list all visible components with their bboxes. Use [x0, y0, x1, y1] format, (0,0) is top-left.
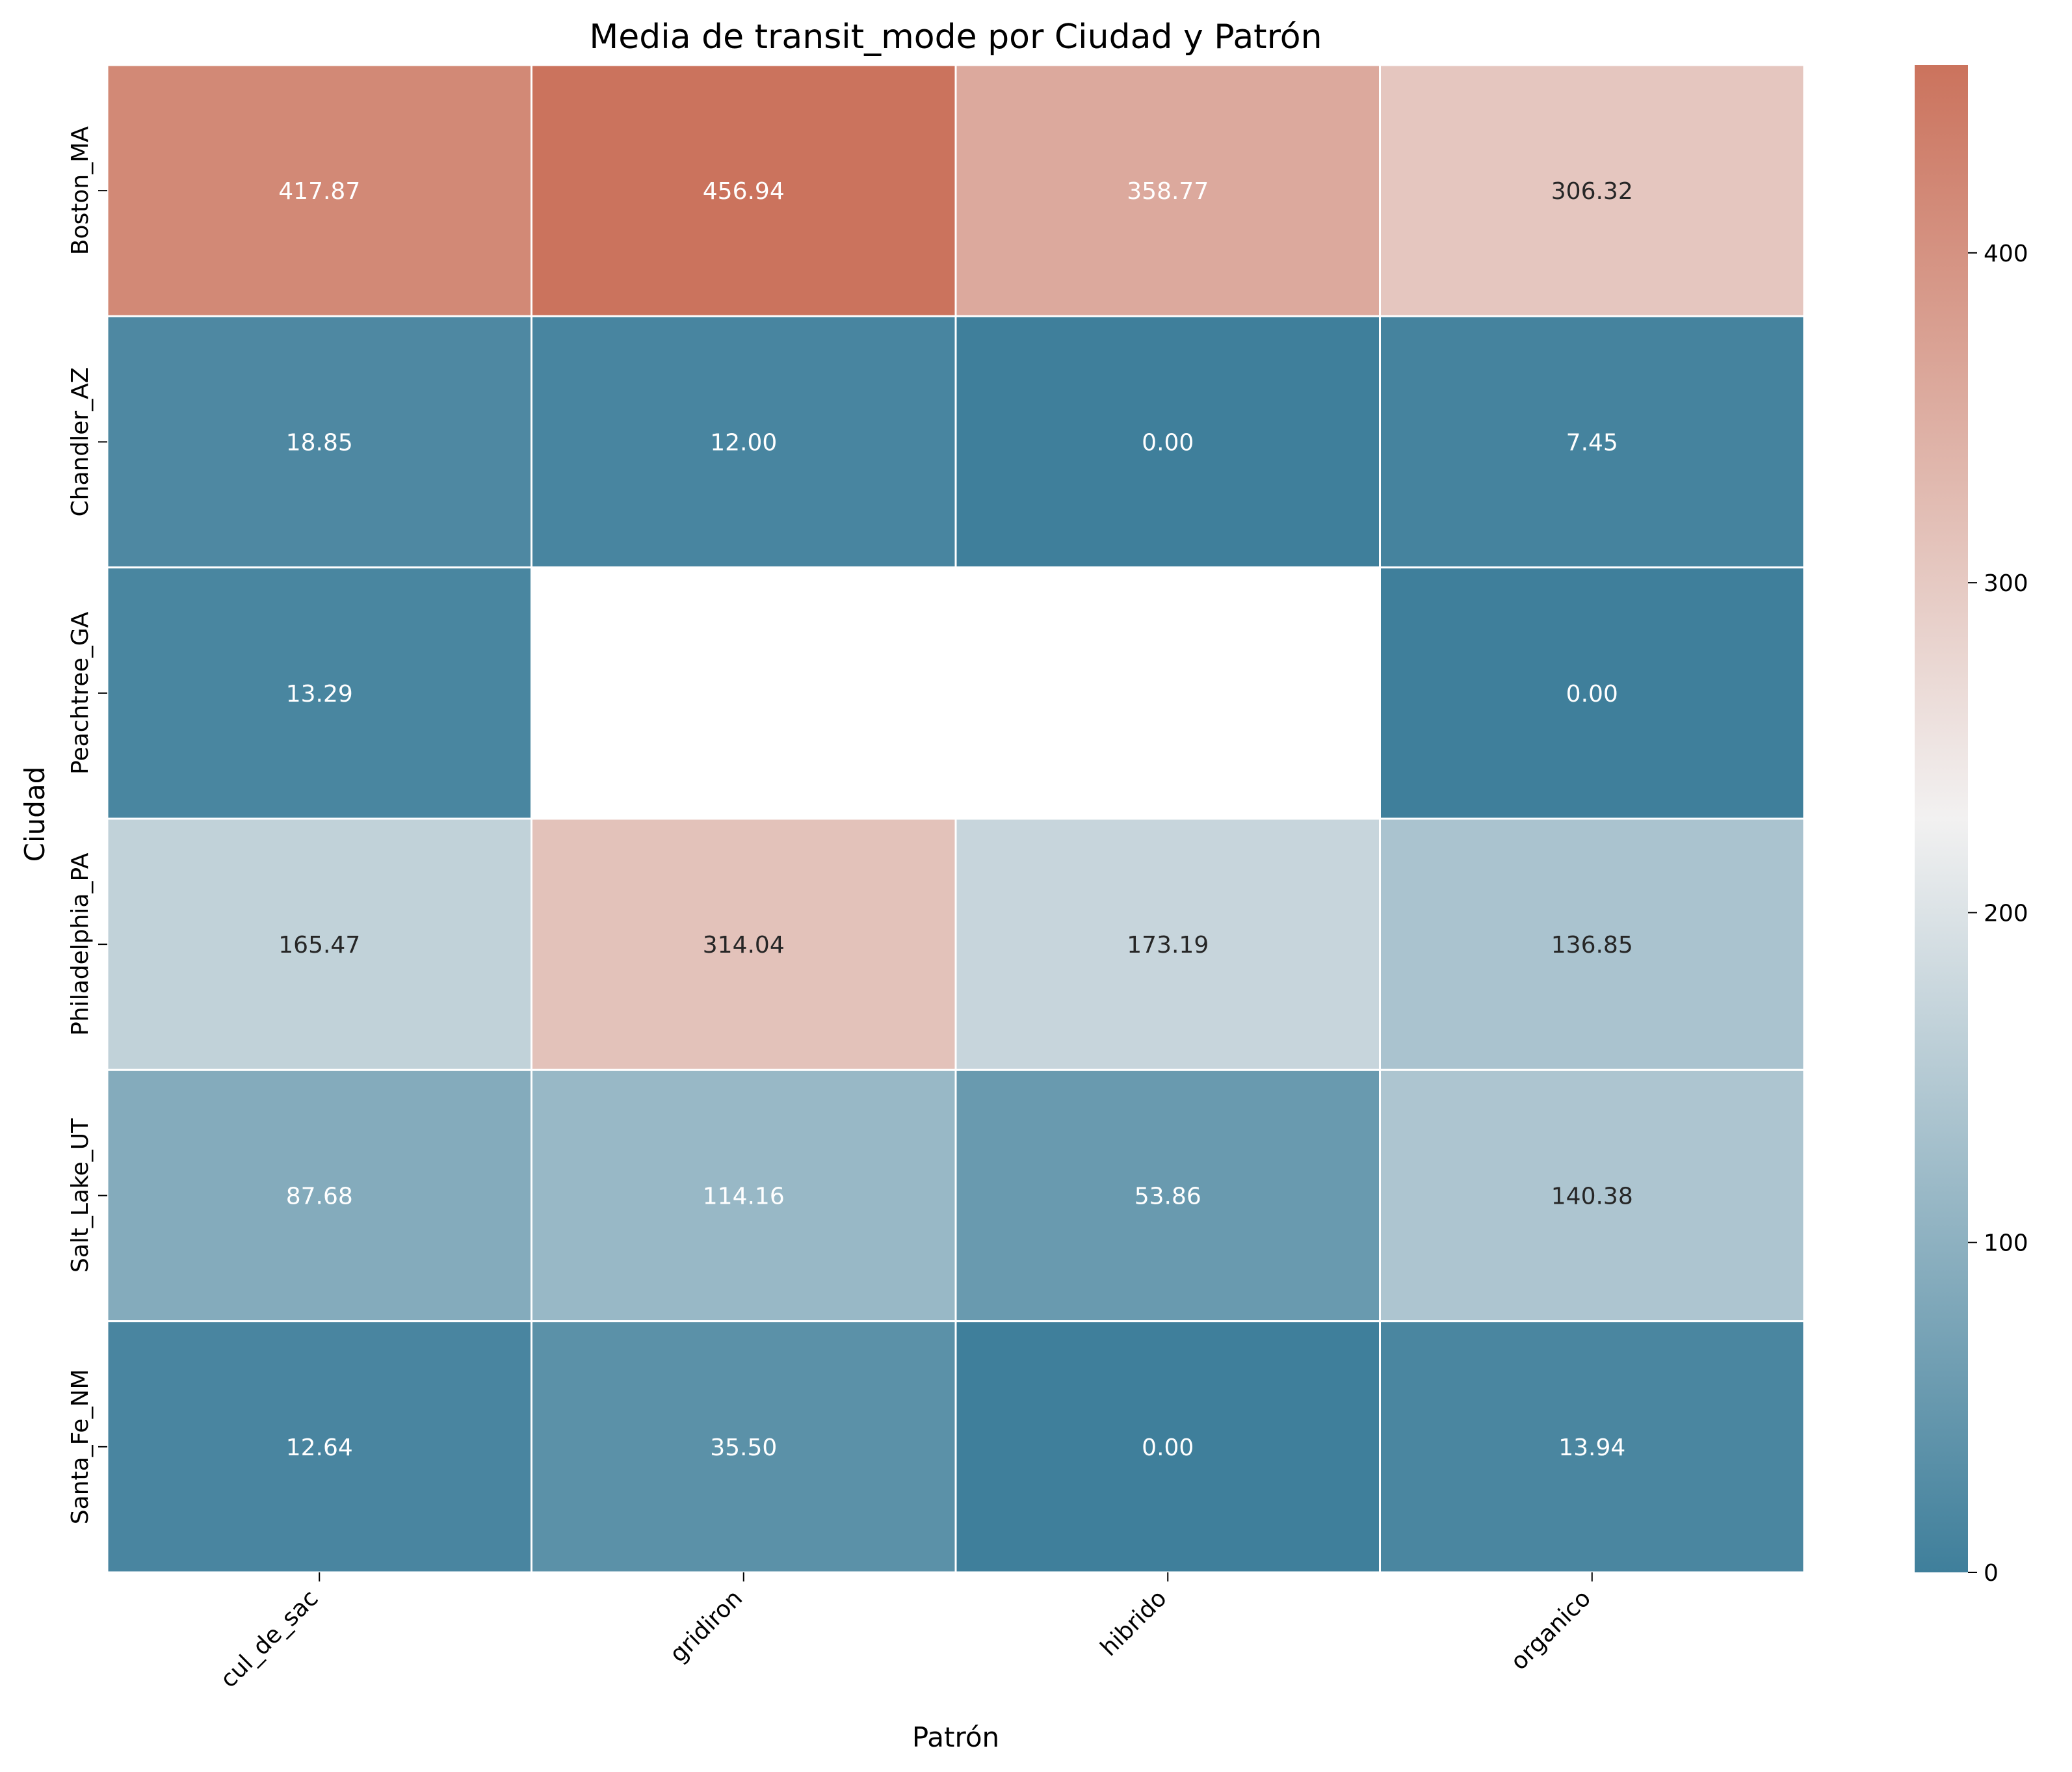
- heatmap-cell-Santa_Fe_NM-organico: [1379, 1320, 1805, 1574]
- cell-value-label: 0.00: [1566, 681, 1618, 707]
- cell-value-label: 12.64: [286, 1435, 353, 1461]
- chart-title: Media de transit_mode por Ciudad y Patró…: [589, 18, 1322, 57]
- heatmap-cell-Peachtree_GA-cul_de_sac: [106, 566, 532, 820]
- cell-value-label: 358.77: [1127, 178, 1209, 205]
- cell-value-label: 456.94: [703, 178, 785, 205]
- heatmap-cell-Salt_Lake_UT-organico: [1379, 1068, 1805, 1323]
- y-tick-label-Salt_Lake_UT: Salt_Lake_UT: [67, 1118, 94, 1273]
- cell-value-label: 165.47: [278, 932, 360, 959]
- y-tick-label-Santa_Fe_NM: Santa_Fe_NM: [67, 1369, 94, 1524]
- heatmap-cell-Peachtree_GA-gridiron: [531, 566, 957, 820]
- heatmap-cell-Santa_Fe_NM-cul_de_sac: [106, 1320, 532, 1574]
- cell-value-label: 140.38: [1551, 1184, 1633, 1210]
- y-tick-label-Boston_MA: Boston_MA: [67, 126, 94, 255]
- colorbar-tick-label: 300: [1984, 570, 2028, 597]
- cell-value-label: 13.94: [1558, 1435, 1625, 1461]
- cell-value-label: 13.29: [286, 681, 353, 707]
- y-axis: Boston_MA Chandler_AZ Peachtree_GA Philadel…: [67, 126, 107, 1524]
- heatmap-cell-Peachtree_GA-hibrido: [954, 566, 1381, 820]
- heatmap-cell-Santa_Fe_NM-hibrido: [954, 1320, 1381, 1574]
- x-axis-label: Patrón: [912, 1721, 999, 1753]
- heatmap-cell-Santa_Fe_NM-gridiron: [531, 1320, 957, 1574]
- cell-value-label: 114.16: [703, 1184, 785, 1210]
- y-tick-label-Chandler_AZ: Chandler_AZ: [67, 367, 94, 517]
- heatmap-cell-Salt_Lake_UT-gridiron: [531, 1068, 957, 1323]
- cell-value-label: 417.87: [278, 178, 360, 205]
- heatmap-cell-Salt_Lake_UT-hibrido: [954, 1068, 1381, 1323]
- heatmap-cell-Boston_MA-gridiron: [531, 64, 957, 317]
- heatmap-cell-Chandler_AZ-organico: [1379, 315, 1805, 569]
- cell-value-label: 7.45: [1566, 430, 1618, 456]
- cell-value-label: 0.00: [1142, 1435, 1194, 1461]
- heatmap-cell-Chandler_AZ-hibrido: [954, 315, 1381, 569]
- heatmap-cell-Boston_MA-hibrido: [954, 64, 1381, 317]
- heatmap-cell-Philadelphia_PA-gridiron: [531, 817, 957, 1071]
- cell-value-label: 35.50: [710, 1435, 777, 1461]
- heatmap-cell-Peachtree_GA-organico: [1379, 566, 1805, 820]
- cell-value-label: 87.68: [286, 1184, 353, 1210]
- cell-value-label: 53.86: [1134, 1184, 1201, 1210]
- cell-value-label: 314.04: [703, 932, 785, 959]
- colorbar-gradient: [1915, 65, 1968, 1572]
- cell-value-label: 136.85: [1551, 932, 1633, 959]
- cell-value-label: 12.00: [710, 430, 777, 456]
- heatmap-cell-Boston_MA-organico: [1379, 64, 1805, 317]
- heatmap-cell-Boston_MA-cul_de_sac: [106, 64, 532, 317]
- y-tick-label-Peachtree_GA: Peachtree_GA: [67, 611, 94, 774]
- y-axis-label: Ciudad: [19, 767, 51, 862]
- heatmap-cell-Philadelphia_PA-organico: [1379, 817, 1805, 1071]
- colorbar-tick-label: 0: [1984, 1560, 1999, 1587]
- cell-value-label: 18.85: [286, 430, 353, 456]
- colorbar-tick-label: 100: [1984, 1230, 2028, 1257]
- heatmap-cell-Philadelphia_PA-hibrido: [954, 817, 1381, 1071]
- colorbar-tick-label: 200: [1984, 900, 2028, 927]
- colorbar-tick-label: 400: [1984, 241, 2028, 267]
- heatmap-cells: 417.87 456.94 358.77 306.32 18.85 12.00 0.00 7.…: [106, 64, 1805, 1574]
- cell-value-label: 173.19: [1127, 932, 1209, 959]
- y-tick-label-Philadelphia_PA: Philadelphia_PA: [67, 853, 94, 1036]
- colorbar: 0 100 200 300 400: [1915, 65, 2028, 1587]
- heatmap-cell-Salt_Lake_UT-cul_de_sac: [106, 1068, 532, 1323]
- heatmap-cell-Chandler_AZ-gridiron: [531, 315, 957, 569]
- cell-value-label: 0.00: [1142, 430, 1194, 456]
- cell-value-label: 306.32: [1551, 178, 1633, 205]
